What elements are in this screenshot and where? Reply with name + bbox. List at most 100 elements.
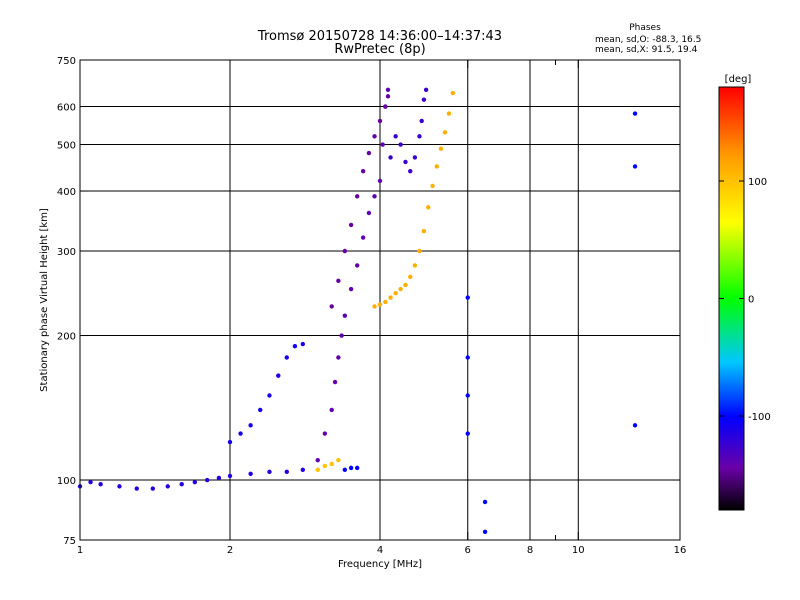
chart-title: Tromsø 20150728 14:36:00–14:37:43 xyxy=(257,29,502,44)
data-point xyxy=(421,97,427,102)
data-point xyxy=(377,178,383,184)
y-tick-label: 100 xyxy=(57,476,76,487)
y-tick-label: 750 xyxy=(57,56,76,67)
axis-ticks: 1 2 4 6 8 10 16 75 100 200 300 400 500 600 750 xyxy=(57,56,686,556)
data-point xyxy=(632,423,638,428)
data-point xyxy=(348,286,354,292)
data-point xyxy=(372,304,377,309)
data-point xyxy=(336,457,341,463)
data-point xyxy=(482,529,488,535)
data-point xyxy=(336,278,341,284)
data-point xyxy=(267,469,272,475)
data-point xyxy=(465,355,470,360)
data-point xyxy=(238,431,243,436)
x-axis-label: Frequency [MHz] xyxy=(338,559,422,570)
data-point xyxy=(134,486,139,491)
data-point xyxy=(434,164,439,169)
x-tick-label: 2 xyxy=(227,545,233,556)
x-tick-label: 4 xyxy=(377,545,383,556)
stats-x-line: mean, sd,X: 91.5, 19.4 xyxy=(595,45,698,55)
data-point xyxy=(482,499,488,505)
data-point xyxy=(248,471,253,477)
colorbar-label: [deg] xyxy=(725,74,752,85)
data-point xyxy=(267,393,272,398)
data-point xyxy=(632,111,638,116)
data-point xyxy=(377,118,383,124)
data-point xyxy=(300,341,306,347)
data-point xyxy=(377,302,383,307)
data-point xyxy=(258,407,263,413)
data-point xyxy=(276,373,281,378)
data-point xyxy=(388,155,393,160)
data-point xyxy=(383,104,388,109)
data-point xyxy=(227,439,233,445)
data-point xyxy=(354,263,360,268)
data-point xyxy=(117,484,122,489)
data-point xyxy=(348,222,354,228)
data-point xyxy=(354,194,360,199)
data-point xyxy=(388,295,393,300)
data-point xyxy=(322,431,328,436)
data-point xyxy=(430,183,435,189)
data-point xyxy=(315,467,320,473)
data-point xyxy=(408,168,413,174)
data-point xyxy=(98,482,103,487)
data-point xyxy=(192,479,198,485)
data-point xyxy=(315,457,320,463)
data-point xyxy=(438,146,444,151)
x-tick-label: 6 xyxy=(465,545,471,556)
data-point xyxy=(403,282,408,288)
data-point xyxy=(442,130,448,135)
data-point xyxy=(322,463,328,469)
data-point xyxy=(398,142,403,147)
data-point xyxy=(360,235,366,240)
colorbar-tick-label: 100 xyxy=(748,177,767,188)
data-point xyxy=(348,465,354,471)
data-points xyxy=(77,87,638,535)
x-tick-label: 16 xyxy=(674,545,687,556)
data-point xyxy=(165,484,170,489)
data-point xyxy=(354,465,360,471)
data-point xyxy=(339,333,344,338)
data-point xyxy=(300,467,306,473)
data-point xyxy=(329,304,334,309)
colorbar-ticks: 100 0 -100 xyxy=(719,177,771,423)
data-point xyxy=(385,94,391,99)
y-tick-label: 400 xyxy=(57,187,76,198)
y-tick-label: 500 xyxy=(57,141,76,152)
plot-area: 1 2 4 6 8 10 16 75 100 200 300 400 500 600 750 xyxy=(57,56,686,556)
data-point xyxy=(227,473,233,479)
y-tick-label: 200 xyxy=(57,332,76,343)
data-point xyxy=(393,291,398,296)
data-point xyxy=(412,263,418,268)
data-point xyxy=(419,118,424,124)
data-point xyxy=(248,423,253,428)
data-point xyxy=(342,313,348,318)
data-point xyxy=(385,87,391,93)
data-point xyxy=(450,90,456,96)
data-point xyxy=(398,286,403,292)
data-point xyxy=(150,486,156,491)
y-tick-label: 300 xyxy=(57,247,76,258)
data-point xyxy=(408,274,413,280)
data-point xyxy=(329,407,334,413)
data-point xyxy=(380,142,385,147)
data-point xyxy=(465,431,470,436)
data-point xyxy=(393,134,398,139)
chart-subtitle: RwPretec (8p) xyxy=(334,42,425,57)
data-point xyxy=(465,393,470,398)
stats-o-line: mean, sd,O: -88.3, 16.5 xyxy=(595,35,701,45)
data-point xyxy=(216,475,222,481)
data-point xyxy=(204,477,210,483)
data-point xyxy=(366,210,372,216)
data-point xyxy=(88,479,93,485)
data-point xyxy=(366,150,372,156)
x-tick-label: 10 xyxy=(572,545,585,556)
data-point xyxy=(421,228,427,234)
y-axis-label: Stationary phase Virtual Height [km] xyxy=(39,208,50,392)
y-tick-label: 75 xyxy=(63,536,76,547)
data-point xyxy=(292,344,298,349)
colorbar-tick-label: 0 xyxy=(748,295,754,306)
data-point xyxy=(360,168,366,174)
